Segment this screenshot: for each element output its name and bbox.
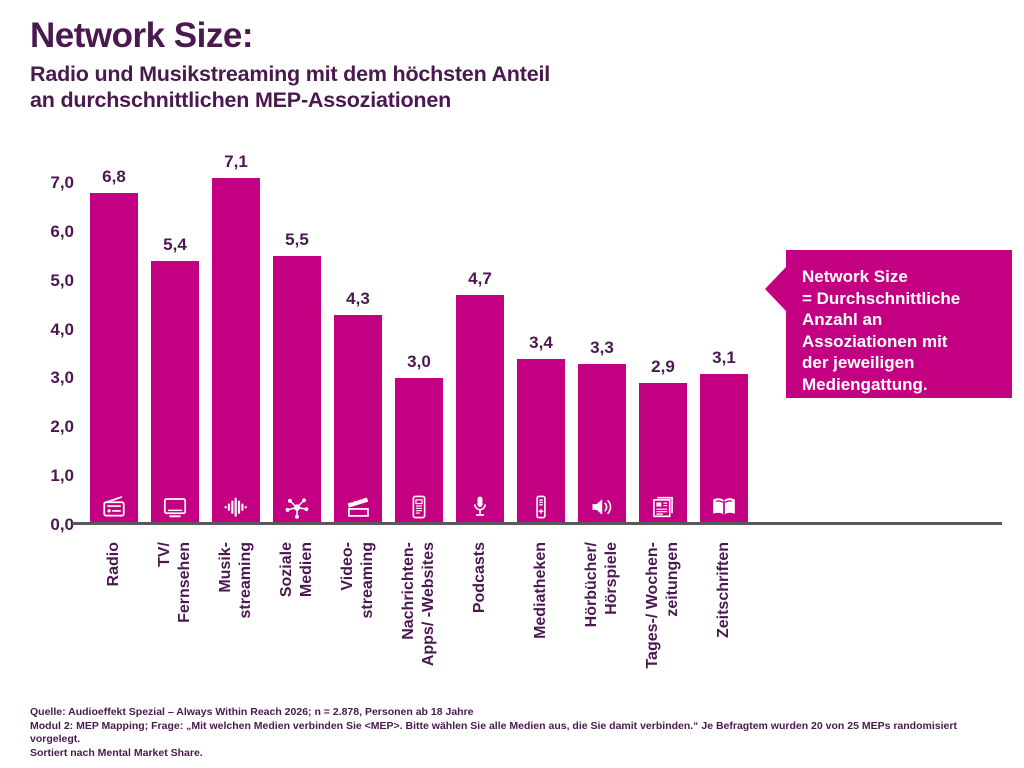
method-line: Modul 2: MEP Mapping; Frage: „Mit welche… — [30, 719, 957, 746]
x-axis-label-line: Mediatheken — [532, 542, 549, 639]
bar-value-label: 5,5 — [285, 230, 309, 249]
bar-mediatheken — [517, 359, 565, 525]
bar-value-label: 6,8 — [102, 167, 126, 186]
x-axis-label-line: Zeitschriften — [715, 542, 732, 639]
page-title: Network Size: — [30, 16, 254, 55]
bar-value-label: 4,3 — [346, 289, 370, 308]
bar-value-label: 3,1 — [712, 348, 736, 367]
bar-hoerbuecher-hoerspiele — [578, 364, 626, 525]
speaker-icon — [592, 499, 612, 515]
bar-value-label: 3,0 — [407, 352, 431, 371]
microphone-icon — [473, 496, 487, 516]
y-axis-tick-label: 5,0 — [50, 270, 74, 290]
x-axis-label-line: Podcasts — [471, 542, 488, 614]
x-axis-label-line: Medien — [298, 542, 315, 598]
clapperboard-icon — [347, 496, 369, 517]
x-axis-label-line: Musik- — [217, 542, 234, 593]
y-axis-tick-label: 0,0 — [50, 515, 74, 534]
x-axis-label-hoerbuecher-hoerspiele: Hörbücher/Hörspiele — [576, 542, 628, 692]
x-axis-label-line: streaming — [359, 542, 376, 619]
radio-icon — [103, 496, 125, 517]
callout-text: Network Size = Durchschnittliche Anzahl … — [802, 267, 961, 394]
y-axis-tick-label: 6,0 — [50, 221, 74, 241]
x-axis-label-line: Apps/ -Websites — [420, 542, 437, 667]
x-axis-label-line: Radio — [105, 542, 122, 587]
network-icon — [285, 498, 309, 519]
bar-videostreaming — [334, 315, 382, 525]
tv-icon — [163, 498, 187, 518]
header: Network Size: Radio und Musikstreaming m… — [30, 16, 550, 113]
y-axis-tick-label: 4,0 — [50, 319, 74, 339]
bar-soziale-medien — [273, 256, 321, 525]
footnotes: Quelle: Audioeffekt Spezial – Always Wit… — [30, 706, 1005, 760]
x-axis-label-line: streaming — [237, 542, 254, 619]
x-axis-label-tages-wochenzeitungen: Tages-/ Wochen-zeitungen — [637, 542, 689, 692]
sort-line: Sortiert nach Mental Market Share. — [30, 746, 203, 759]
x-axis-label-radio: Radio — [88, 542, 140, 692]
callout-arrow-icon — [765, 267, 786, 311]
bar-value-label: 4,7 — [468, 269, 492, 288]
bar-value-label: 3,4 — [529, 333, 553, 352]
x-axis-line — [72, 522, 1002, 525]
bar-value-label: 3,3 — [590, 338, 614, 357]
callout-box: Network Size = Durchschnittliche Anzahl … — [765, 250, 1012, 398]
bar-radio — [90, 193, 138, 525]
y-axis-tick-label: 3,0 — [50, 368, 74, 388]
page-subtitle: Radio und Musikstreaming mit dem höchste… — [30, 62, 550, 112]
x-axis-label-line: Nachrichten- — [400, 542, 417, 640]
y-axis-tick-label: 7,0 — [50, 173, 74, 192]
bar-value-label: 7,1 — [224, 152, 248, 171]
x-axis-label-line: Hörspiele — [603, 542, 620, 615]
bar-tv-fernsehen — [151, 261, 199, 525]
x-axis-label-zeitschriften: Zeitschriften — [698, 542, 750, 692]
x-axis-label-musikstreaming: Musik-streaming — [210, 542, 262, 692]
x-axis-label-mediatheken: Mediatheken — [515, 542, 567, 692]
x-axis-label-line: Fernsehen — [176, 542, 193, 623]
source-line: Quelle: Audioeffekt Spezial – Always Wit… — [30, 706, 474, 718]
y-axis-tick-label: 2,0 — [50, 417, 74, 437]
news-app-icon — [412, 495, 426, 519]
x-axis-label-tv-fernsehen: TV/Fernsehen — [149, 542, 201, 692]
bar-value-label: 2,9 — [651, 357, 675, 376]
bar-musikstreaming — [212, 178, 260, 525]
magazine-icon — [713, 498, 735, 515]
x-axis-label-line: Soziale — [278, 542, 295, 598]
bar-zeitschriften — [700, 374, 748, 525]
x-axis-label-soziale-medien: Soziale Medien — [271, 542, 323, 692]
x-axis-label-line: zeitungen — [664, 542, 681, 617]
waveform-icon — [224, 497, 247, 517]
x-axis-label-line: Tages-/ Wochen- — [644, 542, 661, 669]
newspaper-icon — [653, 496, 673, 518]
bar-value-label: 5,4 — [163, 235, 187, 254]
x-axis-label-videostreaming: Video-streaming — [332, 542, 384, 692]
x-axis-label-line: Hörbücher/ — [583, 542, 600, 628]
bar-nachrichten-apps-websites — [395, 378, 443, 525]
x-axis-label-podcasts: Podcasts — [454, 542, 506, 692]
bar-tages-wochenzeitungen — [639, 383, 687, 525]
x-axis-label-line: TV/ — [156, 542, 173, 567]
bar-podcasts — [456, 295, 504, 525]
x-axis-label-line: Video- — [339, 542, 356, 591]
media-library-icon — [536, 495, 546, 519]
x-axis-label-nachrichten-apps-websites: Nachrichten- Apps/ -Websites — [393, 542, 445, 692]
y-axis-tick-label: 1,0 — [50, 466, 74, 486]
